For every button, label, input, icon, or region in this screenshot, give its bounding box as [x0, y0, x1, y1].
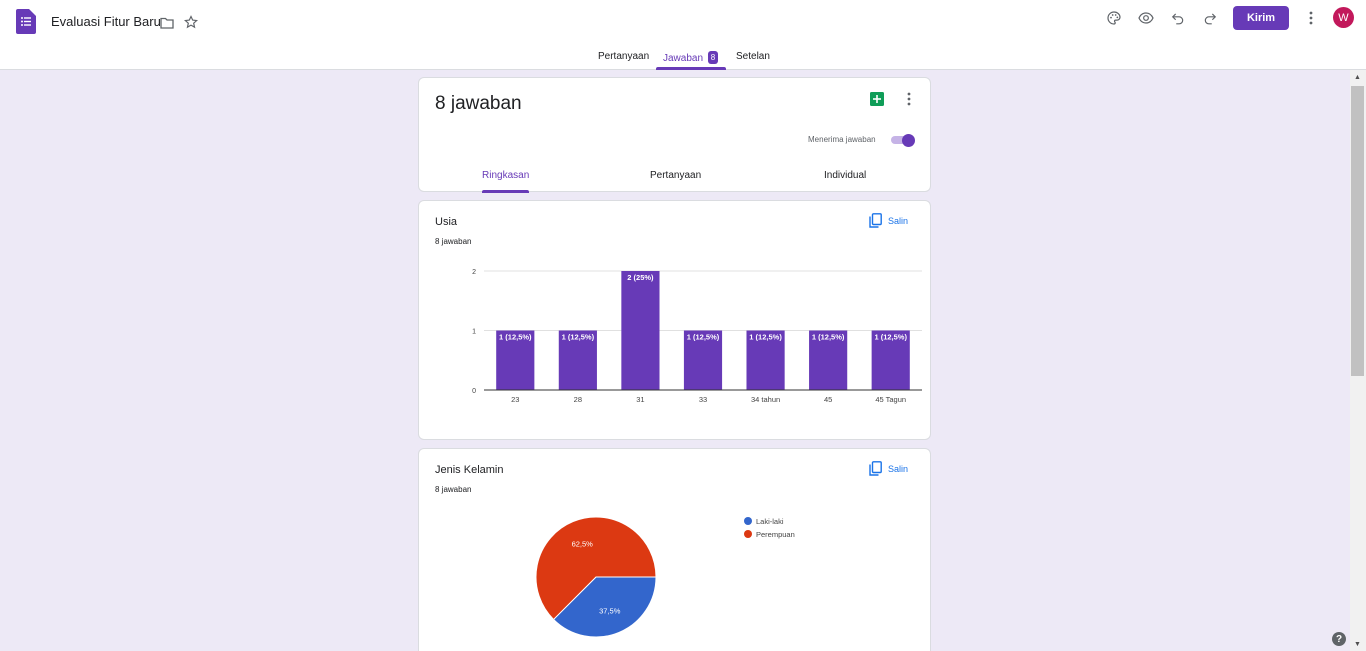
- redo-icon[interactable]: [1200, 8, 1220, 28]
- x-tick-label: 45: [824, 395, 832, 404]
- tab-questions[interactable]: Pertanyaan: [598, 51, 650, 62]
- bar-data-label: 1 (12,5%): [499, 333, 532, 342]
- bar-data-label: 1 (12,5%): [812, 333, 845, 342]
- pie-data-label: 37,5%: [599, 606, 621, 615]
- y-tick-label: 2: [472, 269, 476, 276]
- bar[interactable]: [871, 330, 910, 391]
- jenis-kelamin-pie-chart: 37,5% 62,5% Laki-laki Perempuan: [535, 516, 795, 638]
- tab-settings[interactable]: Setelan: [736, 51, 770, 62]
- legend-swatch: [744, 530, 752, 538]
- copy-chart-button[interactable]: Salin: [869, 461, 908, 476]
- x-tick-label: 45 Tagun: [875, 395, 906, 404]
- subtab-individual[interactable]: Individual: [824, 170, 867, 181]
- question-title: Usia: [435, 216, 458, 228]
- x-tick-label: 33: [699, 395, 707, 404]
- accepting-responses-label: Menerima jawaban: [808, 135, 876, 144]
- forms-logo-icon[interactable]: [16, 9, 36, 34]
- avatar[interactable]: W: [1333, 7, 1354, 28]
- subtab-question[interactable]: Pertanyaan: [650, 170, 702, 181]
- y-tick-label: 0: [472, 388, 476, 395]
- folder-icon[interactable]: [157, 13, 177, 33]
- send-button[interactable]: Kirim: [1233, 6, 1289, 30]
- bar-data-label: 1 (12,5%): [687, 333, 720, 342]
- star-icon[interactable]: [181, 12, 201, 32]
- bar-data-label: 1 (12,5%): [749, 333, 782, 342]
- subtab-summary[interactable]: Ringkasan: [482, 170, 530, 193]
- responses-badge: 8: [708, 51, 719, 64]
- bar[interactable]: [809, 330, 848, 391]
- legend-label[interactable]: Laki-laki: [756, 517, 784, 526]
- question-response-count: 8 jawaban: [435, 237, 472, 246]
- form-title[interactable]: Evaluasi Fitur Baru: [51, 14, 161, 29]
- scrollbar-thumb[interactable]: [1351, 86, 1364, 376]
- copy-icon: [869, 213, 882, 228]
- pie-slice[interactable]: [535, 516, 657, 621]
- copy-icon: [869, 461, 882, 476]
- pie-data-label: 62,5%: [572, 540, 594, 549]
- usia-bar-chart: 0 1 2 1 (12,5%) 23 1 (12,5%) 28 2 (25%) 31 1 (12,…: [472, 269, 922, 404]
- more-vert-icon[interactable]: [903, 90, 915, 108]
- palette-icon[interactable]: [1104, 8, 1124, 28]
- bar[interactable]: [558, 330, 597, 391]
- bar-data-label: 2 (25%): [627, 273, 654, 282]
- tab-responses[interactable]: Jawaban 8: [656, 44, 726, 70]
- bar[interactable]: [621, 271, 660, 390]
- bar-data-label: 1 (12,5%): [874, 333, 907, 342]
- scroll-up-arrow-icon[interactable]: ▲: [1354, 74, 1361, 81]
- more-vert-icon[interactable]: [1301, 8, 1321, 28]
- help-icon[interactable]: ?: [1332, 632, 1346, 646]
- question-title: Jenis Kelamin: [435, 464, 504, 476]
- bar[interactable]: [683, 330, 723, 391]
- x-tick-label: 31: [636, 395, 644, 404]
- y-tick-label: 1: [472, 329, 476, 336]
- legend-swatch: [744, 517, 752, 525]
- sheets-icon[interactable]: [870, 92, 884, 106]
- undo-icon[interactable]: [1168, 8, 1188, 28]
- bar-data-label: 1 (12,5%): [562, 333, 595, 342]
- eye-icon[interactable]: [1136, 8, 1156, 28]
- x-tick-label: 34 tahun: [751, 395, 780, 404]
- response-count: 8 jawaban: [435, 93, 522, 114]
- question-response-count: 8 jawaban: [435, 485, 472, 494]
- question-card-jenis-kelamin: Jenis Kelamin 8 jawaban Salin 37,5% 62,5%…: [418, 448, 931, 651]
- legend-label[interactable]: Perempuan: [756, 530, 795, 539]
- app-header: Evaluasi Fitur Baru Kirim W Pertanyaan J…: [0, 0, 1366, 70]
- bar[interactable]: [496, 330, 535, 391]
- main-tabs: Pertanyaan Jawaban 8 Setelan: [0, 44, 1366, 70]
- x-tick-label: 23: [511, 395, 519, 404]
- pie-slice[interactable]: [552, 576, 657, 638]
- scroll-down-arrow-icon[interactable]: ▼: [1354, 641, 1361, 648]
- accepting-responses-toggle[interactable]: [891, 134, 915, 147]
- question-card-usia: Usia 8 jawaban Salin 0 1 2 1 (12,5%) 23 1 (12…: [418, 200, 931, 440]
- responses-summary-card: 8 jawaban Menerima jawaban Ringkasan Per…: [418, 77, 931, 193]
- x-tick-label: 28: [574, 395, 582, 404]
- copy-chart-button[interactable]: Salin: [869, 213, 908, 228]
- bar[interactable]: [746, 330, 785, 391]
